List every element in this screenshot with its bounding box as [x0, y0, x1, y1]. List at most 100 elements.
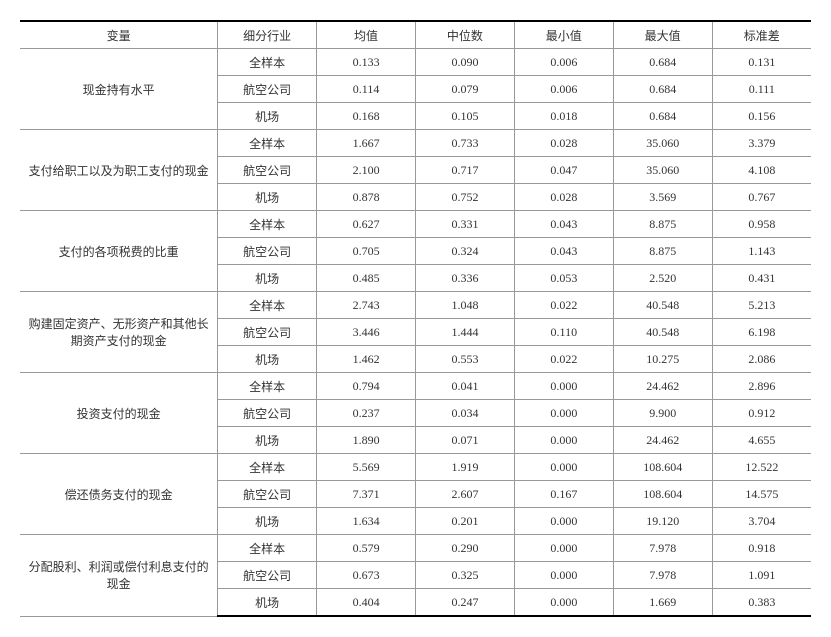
data-cell: 机场	[218, 427, 317, 454]
data-cell: 6.198	[712, 319, 811, 346]
data-cell: 0.156	[712, 103, 811, 130]
data-cell: 0.579	[317, 535, 416, 562]
data-cell: 0.684	[613, 49, 712, 76]
data-cell: 全样本	[218, 454, 317, 481]
data-cell: 0.324	[416, 238, 515, 265]
data-cell: 0.794	[317, 373, 416, 400]
data-cell: 24.462	[613, 427, 712, 454]
data-cell: 0.000	[514, 535, 613, 562]
table-row: 支付给职工以及为职工支付的现金全样本1.6670.7330.02835.0603…	[20, 130, 811, 157]
data-cell: 全样本	[218, 211, 317, 238]
col-header: 最小值	[514, 21, 613, 49]
data-cell: 0.201	[416, 508, 515, 535]
data-cell: 0.000	[514, 373, 613, 400]
data-cell: 0.090	[416, 49, 515, 76]
col-header: 标准差	[712, 21, 811, 49]
data-cell: 0.627	[317, 211, 416, 238]
data-cell: 3.569	[613, 184, 712, 211]
data-cell: 0.000	[514, 562, 613, 589]
data-cell: 全样本	[218, 292, 317, 319]
variable-cell: 购建固定资产、无形资产和其他长期资产支付的现金	[20, 292, 218, 373]
data-cell: 0.167	[514, 481, 613, 508]
data-cell: 0.053	[514, 265, 613, 292]
data-cell: 0.018	[514, 103, 613, 130]
data-cell: 0.383	[712, 589, 811, 617]
data-cell: 40.548	[613, 292, 712, 319]
data-cell: 3.704	[712, 508, 811, 535]
data-cell: 全样本	[218, 535, 317, 562]
data-cell: 0.673	[317, 562, 416, 589]
data-cell: 2.100	[317, 157, 416, 184]
table-row: 偿还债务支付的现金全样本5.5691.9190.000108.60412.522	[20, 454, 811, 481]
data-cell: 4.108	[712, 157, 811, 184]
data-cell: 108.604	[613, 481, 712, 508]
data-cell: 0.114	[317, 76, 416, 103]
data-cell: 8.875	[613, 211, 712, 238]
data-cell: 0.071	[416, 427, 515, 454]
data-cell: 航空公司	[218, 238, 317, 265]
data-cell: 1.462	[317, 346, 416, 373]
data-cell: 机场	[218, 589, 317, 617]
data-cell: 0.105	[416, 103, 515, 130]
data-cell: 0.717	[416, 157, 515, 184]
data-cell: 0.028	[514, 130, 613, 157]
data-cell: 0.404	[317, 589, 416, 617]
col-header: 中位数	[416, 21, 515, 49]
data-cell: 0.684	[613, 103, 712, 130]
data-cell: 0.028	[514, 184, 613, 211]
data-cell: 7.978	[613, 535, 712, 562]
data-cell: 9.900	[613, 400, 712, 427]
data-cell: 5.569	[317, 454, 416, 481]
data-cell: 5.213	[712, 292, 811, 319]
variable-cell: 支付给职工以及为职工支付的现金	[20, 130, 218, 211]
data-cell: 0.247	[416, 589, 515, 617]
data-cell: 0.553	[416, 346, 515, 373]
data-cell: 0.331	[416, 211, 515, 238]
data-cell: 14.575	[712, 481, 811, 508]
variable-cell: 分配股利、利润或偿付利息支付的现金	[20, 535, 218, 617]
data-cell: 机场	[218, 103, 317, 130]
col-header: 均值	[317, 21, 416, 49]
table-row: 支付的各项税费的比重全样本0.6270.3310.0438.8750.958	[20, 211, 811, 238]
data-cell: 24.462	[613, 373, 712, 400]
data-cell: 2.086	[712, 346, 811, 373]
data-cell: 航空公司	[218, 562, 317, 589]
data-cell: 0.918	[712, 535, 811, 562]
data-cell: 0.000	[514, 508, 613, 535]
data-cell: 12.522	[712, 454, 811, 481]
data-cell: 机场	[218, 346, 317, 373]
data-cell: 35.060	[613, 157, 712, 184]
variable-cell: 支付的各项税费的比重	[20, 211, 218, 292]
data-cell: 0.047	[514, 157, 613, 184]
data-cell: 0.336	[416, 265, 515, 292]
data-cell: 0.290	[416, 535, 515, 562]
table-row: 分配股利、利润或偿付利息支付的现金全样本0.5790.2900.0007.978…	[20, 535, 811, 562]
data-cell: 2.607	[416, 481, 515, 508]
data-cell: 0.000	[514, 454, 613, 481]
data-cell: 航空公司	[218, 76, 317, 103]
table-row: 投资支付的现金全样本0.7940.0410.00024.4622.896	[20, 373, 811, 400]
data-cell: 0.431	[712, 265, 811, 292]
data-cell: 1.669	[613, 589, 712, 617]
header-row: 变量细分行业均值中位数最小值最大值标准差	[20, 21, 811, 49]
data-cell: 机场	[218, 508, 317, 535]
table-row: 购建固定资产、无形资产和其他长期资产支付的现金全样本2.7431.0480.02…	[20, 292, 811, 319]
data-cell: 8.875	[613, 238, 712, 265]
data-cell: 0.111	[712, 76, 811, 103]
data-cell: 0.958	[712, 211, 811, 238]
data-cell: 3.446	[317, 319, 416, 346]
col-header: 变量	[20, 21, 218, 49]
data-cell: 1.890	[317, 427, 416, 454]
data-cell: 0.705	[317, 238, 416, 265]
data-cell: 0.878	[317, 184, 416, 211]
data-cell: 0.767	[712, 184, 811, 211]
data-cell: 机场	[218, 184, 317, 211]
data-cell: 全样本	[218, 373, 317, 400]
data-cell: 0.684	[613, 76, 712, 103]
data-cell: 0.485	[317, 265, 416, 292]
data-cell: 航空公司	[218, 157, 317, 184]
data-cell: 0.000	[514, 400, 613, 427]
data-cell: 2.743	[317, 292, 416, 319]
stats-table: 变量细分行业均值中位数最小值最大值标准差 现金持有水平全样本0.1330.090…	[20, 20, 811, 617]
data-cell: 0.912	[712, 400, 811, 427]
